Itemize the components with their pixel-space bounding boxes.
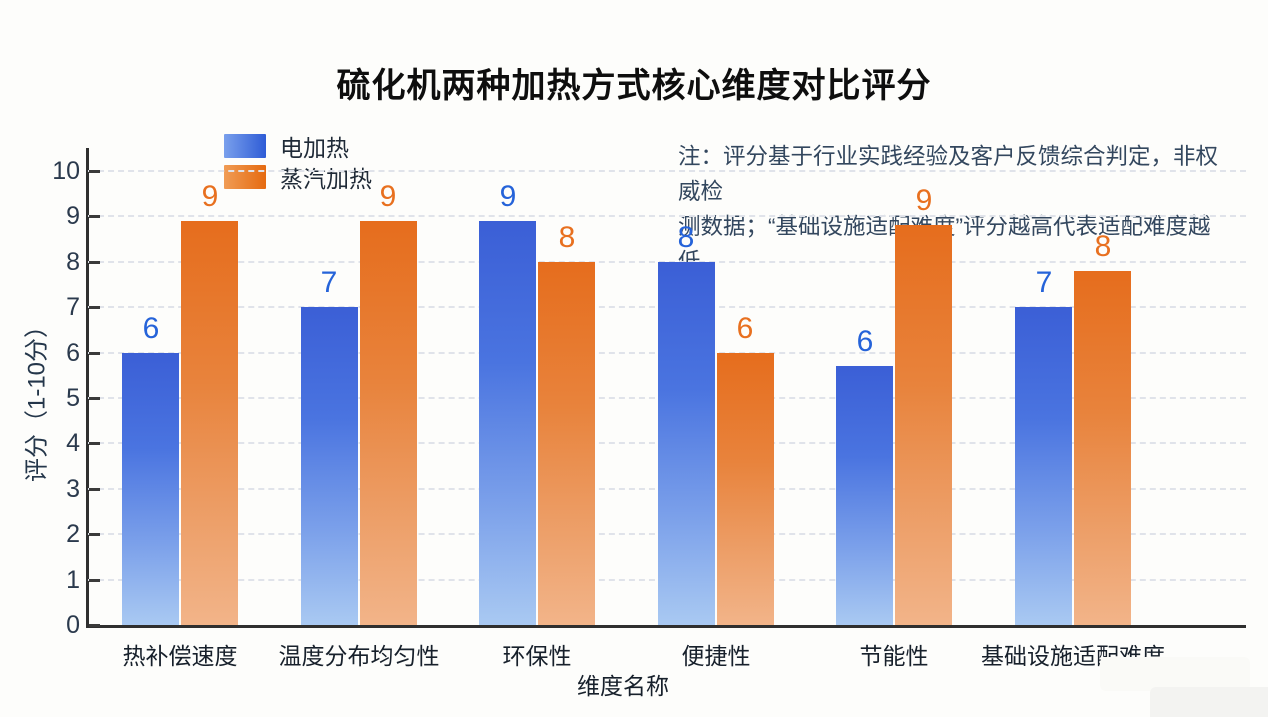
- y-tick-mark-1: [89, 578, 100, 582]
- bar-电加热-基础设施适配难度: [1015, 307, 1072, 625]
- bar-value-电加热-环保性: 9: [499, 180, 517, 213]
- bar-蒸汽加热-便捷性: [717, 353, 774, 625]
- legend-label-electric: 电加热: [280, 135, 349, 161]
- legend-swatch-steam: [224, 165, 266, 189]
- note-line-1: 注：评分基于行业实践经验及客户反馈综合判定，非权威检: [678, 144, 1219, 204]
- bar-value-蒸汽加热-基础设施适配难度: 8: [1094, 230, 1112, 263]
- y-tick-mark-6: [89, 351, 100, 355]
- gridline-9: [88, 215, 1246, 218]
- bar-蒸汽加热-节能性: [895, 225, 952, 625]
- gridline-10: [88, 170, 1246, 172]
- legend-item-electric: 电加热: [224, 133, 372, 161]
- y-tick-mark-4: [89, 442, 100, 446]
- x-category-label-便捷性: 便捷性: [681, 643, 751, 669]
- watermark-smudge: [1150, 687, 1268, 717]
- y-tick-mark-8: [89, 260, 100, 264]
- x-category-label-节能性: 节能性: [859, 643, 929, 669]
- x-category-label-温度分布均匀性: 温度分布均匀性: [278, 643, 440, 669]
- x-category-label-环保性: 环保性: [502, 643, 572, 669]
- y-axis-title: 评分（1-10分）: [23, 313, 51, 483]
- gridline-8: [88, 260, 1246, 263]
- bar-value-蒸汽加热-温度分布均匀性: 9: [379, 180, 397, 213]
- bar-value-电加热-节能性: 6: [856, 325, 874, 358]
- y-axis-spine: [86, 148, 89, 627]
- bar-value-蒸汽加热-节能性: 9: [915, 184, 933, 217]
- y-tick-label-4: 4: [66, 429, 80, 458]
- bar-蒸汽加热-基础设施适配难度: [1074, 271, 1131, 625]
- bar-蒸汽加热-温度分布均匀性: [360, 221, 417, 625]
- y-tick-label-9: 9: [66, 202, 80, 231]
- bar-电加热-便捷性: [658, 262, 715, 625]
- x-axis-title: 维度名称: [577, 673, 669, 699]
- x-category-label-热补偿速度: 热补偿速度: [122, 643, 238, 669]
- y-tick-label-10: 10: [52, 157, 80, 185]
- y-tick-label-2: 2: [66, 520, 80, 549]
- chart-title: 硫化机两种加热方式核心维度对比评分: [336, 67, 932, 105]
- y-tick-label-1: 1: [66, 565, 80, 594]
- y-tick-mark-7: [89, 306, 100, 310]
- bar-电加热-温度分布均匀性: [301, 307, 358, 625]
- bar-value-电加热-便捷性: 8: [677, 221, 695, 254]
- bar-value-蒸汽加热-环保性: 8: [558, 221, 576, 254]
- bar-蒸汽加热-环保性: [538, 262, 595, 625]
- bar-value-电加热-温度分布均匀性: 7: [320, 266, 338, 299]
- y-tick-mark-10: [89, 170, 100, 173]
- x-axis-spine: [86, 625, 1246, 628]
- y-tick-label-0: 0: [66, 611, 80, 639]
- y-tick-mark-5: [89, 397, 100, 400]
- y-tick-label-6: 6: [66, 338, 80, 367]
- watermark-smudge-soft: [1100, 657, 1250, 691]
- y-tick-label-5: 5: [66, 384, 80, 412]
- bar-value-电加热-基础设施适配难度: 7: [1035, 266, 1053, 299]
- bar-value-蒸汽加热-便捷性: 6: [736, 312, 754, 345]
- bar-电加热-环保性: [479, 221, 536, 625]
- bar-电加热-节能性: [836, 366, 893, 625]
- bar-value-蒸汽加热-热补偿速度: 9: [201, 180, 219, 213]
- y-tick-mark-0: [89, 624, 100, 627]
- legend-swatch-electric: [224, 134, 266, 158]
- bar-value-电加热-热补偿速度: 6: [142, 312, 160, 345]
- y-tick-mark-3: [89, 487, 100, 491]
- y-tick-mark-9: [89, 215, 100, 219]
- bar-蒸汽加热-热补偿速度: [181, 221, 238, 625]
- y-tick-mark-2: [89, 533, 100, 537]
- y-tick-label-3: 3: [66, 474, 80, 503]
- y-tick-label-8: 8: [66, 247, 80, 276]
- bar-电加热-热补偿速度: [122, 353, 179, 625]
- y-tick-label-7: 7: [66, 293, 80, 322]
